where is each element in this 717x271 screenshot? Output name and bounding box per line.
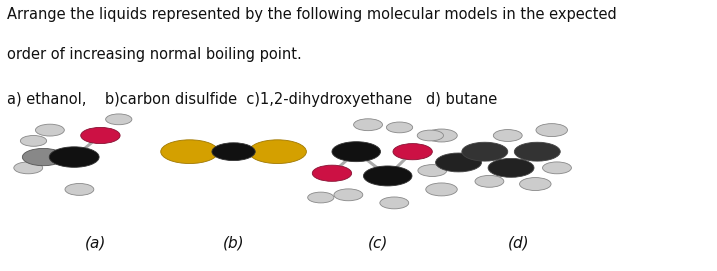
Text: a) ethanol,    b)carbon disulfide  c)1,2-dihydroxyethane   d) butane: a) ethanol, b)carbon disulfide c)1,2-dih… xyxy=(7,92,498,107)
Circle shape xyxy=(353,119,382,131)
Circle shape xyxy=(475,175,504,187)
Circle shape xyxy=(313,165,351,181)
Circle shape xyxy=(249,140,306,163)
Circle shape xyxy=(332,142,381,162)
Text: order of increasing normal boiling point.: order of increasing normal boiling point… xyxy=(7,47,302,62)
Text: (c): (c) xyxy=(368,236,388,251)
Circle shape xyxy=(212,143,255,161)
Text: (a): (a) xyxy=(85,236,107,251)
Circle shape xyxy=(81,127,120,144)
Circle shape xyxy=(20,136,47,146)
Circle shape xyxy=(105,114,132,125)
Text: (d): (d) xyxy=(508,236,530,251)
Circle shape xyxy=(418,164,447,176)
Circle shape xyxy=(65,183,94,195)
Circle shape xyxy=(380,197,409,209)
Circle shape xyxy=(536,124,567,137)
Circle shape xyxy=(543,162,571,174)
Circle shape xyxy=(49,147,99,167)
Circle shape xyxy=(393,144,432,160)
Circle shape xyxy=(436,153,482,172)
Circle shape xyxy=(161,140,219,163)
Circle shape xyxy=(308,192,334,203)
Circle shape xyxy=(426,183,457,196)
Circle shape xyxy=(14,162,43,174)
Circle shape xyxy=(520,178,551,191)
Circle shape xyxy=(22,149,65,166)
Circle shape xyxy=(417,130,444,141)
Text: Arrange the liquids represented by the following molecular models in the expecte: Arrange the liquids represented by the f… xyxy=(7,7,617,22)
Text: (b): (b) xyxy=(223,236,244,251)
Circle shape xyxy=(334,189,363,201)
Circle shape xyxy=(514,142,560,161)
Circle shape xyxy=(35,124,65,136)
Circle shape xyxy=(488,159,534,177)
Circle shape xyxy=(493,130,522,141)
Circle shape xyxy=(426,129,457,142)
Circle shape xyxy=(386,122,413,133)
Circle shape xyxy=(364,166,412,186)
Circle shape xyxy=(462,142,508,161)
